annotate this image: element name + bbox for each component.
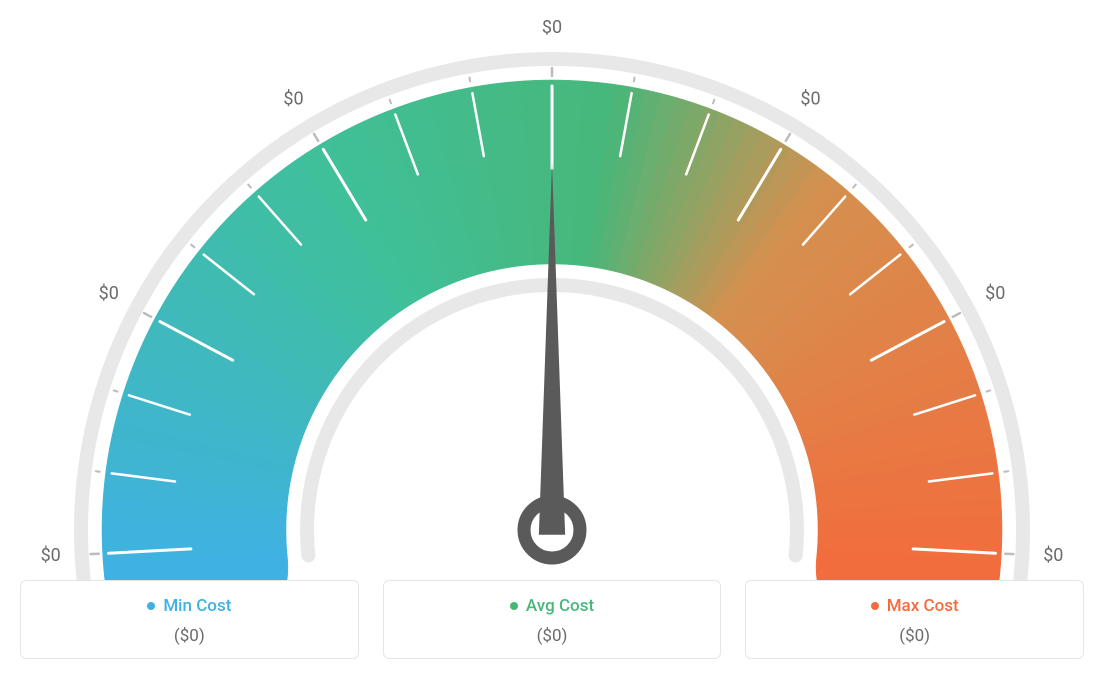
legend-title-text: Min Cost xyxy=(163,596,231,616)
legend-title-text: Avg Cost xyxy=(526,596,594,616)
legend-title: Max Cost xyxy=(871,596,959,616)
legend-card: Max Cost ($0) xyxy=(745,580,1084,659)
legend-dot-icon xyxy=(510,602,518,610)
legend-title: Avg Cost xyxy=(510,596,594,616)
gauge-chart-container: $0$0$0$0$0$0$0 Min Cost($0)Avg Cost($0)M… xyxy=(20,20,1084,659)
gauge-tick-label: $0 xyxy=(283,88,303,109)
legend-dot-icon xyxy=(871,602,879,610)
gauge-tick-label: $0 xyxy=(1043,545,1063,566)
legend-row: Min Cost ($0) Avg Cost ($0) Max Cost ($0) xyxy=(20,580,1084,659)
legend-value: ($0) xyxy=(746,626,1083,646)
legend-card: Min Cost ($0) xyxy=(20,580,359,659)
gauge-tick-label: $0 xyxy=(985,283,1005,304)
gauge-tick-label: $0 xyxy=(542,20,562,38)
gauge-tick-label: $0 xyxy=(800,88,820,109)
gauge-area: $0 $0 $0 $0 $0 $0 $0 xyxy=(20,20,1084,580)
gauge-tick-label: $0 xyxy=(99,283,119,304)
legend-title: Min Cost xyxy=(147,596,231,616)
legend-value: ($0) xyxy=(384,626,721,646)
legend-title-text: Max Cost xyxy=(887,596,959,616)
legend-card: Avg Cost ($0) xyxy=(383,580,722,659)
legend-dot-icon xyxy=(147,602,155,610)
gauge-svg: $0 $0 $0 $0 $0 $0 $0 xyxy=(20,20,1084,580)
gauge-tick-label: $0 xyxy=(41,545,61,566)
legend-value: ($0) xyxy=(21,626,358,646)
